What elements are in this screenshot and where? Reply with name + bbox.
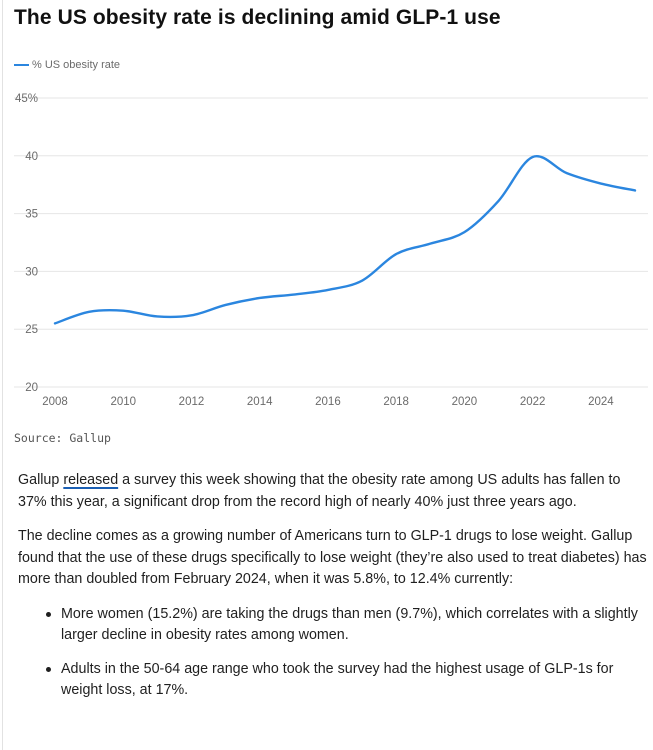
left-border bbox=[2, 0, 3, 750]
line-chart: 20 25 30 35 40 45% 2008 2010 2012 2014 2016 2018 202… bbox=[14, 93, 648, 408]
y-tick-label: 35 bbox=[25, 209, 38, 221]
x-tick-label: 2018 bbox=[383, 396, 409, 408]
bullet-item: More women (15.2%) are taking the drugs … bbox=[18, 604, 648, 647]
bullet-item: Adults in the 50-64 age range who took t… bbox=[18, 659, 648, 702]
y-tick-label: 45% bbox=[15, 93, 38, 105]
x-tick-label: 2010 bbox=[110, 396, 136, 408]
paragraph-2: The decline comes as a growing number of… bbox=[18, 528, 647, 587]
legend-label: % US obesity rate bbox=[32, 59, 121, 71]
article-body: Gallup released a survey this week showi… bbox=[18, 470, 648, 714]
x-tick-label: 2020 bbox=[452, 396, 478, 408]
x-tick-label: 2024 bbox=[588, 396, 614, 408]
x-tick-label: 2016 bbox=[315, 396, 341, 408]
legend-line-swatch bbox=[14, 64, 29, 66]
y-tick-label: 20 bbox=[25, 382, 38, 394]
x-tick-label: 2014 bbox=[247, 396, 273, 408]
bullet-list: More women (15.2%) are taking the drugs … bbox=[18, 604, 648, 702]
source-note: Source: Gallup bbox=[14, 431, 111, 445]
x-tick-label: 2008 bbox=[42, 396, 68, 408]
x-tick-label: 2022 bbox=[520, 396, 546, 408]
y-tick-label: 25 bbox=[25, 324, 38, 336]
p1-prefix: Gallup bbox=[18, 472, 64, 488]
released-link[interactable]: released bbox=[63, 472, 119, 488]
chart-title: The US obesity rate is declining amid GL… bbox=[14, 6, 501, 29]
series-line bbox=[53, 154, 637, 325]
y-tick-label: 30 bbox=[25, 266, 38, 278]
p1-text: a survey this week showing that the obes… bbox=[18, 472, 621, 510]
legend: % US obesity rate bbox=[14, 59, 120, 71]
y-tick-label: 40 bbox=[25, 151, 38, 163]
paragraph-1: Gallup released a survey this week showi… bbox=[18, 470, 648, 513]
x-tick-label: 2012 bbox=[179, 396, 205, 408]
